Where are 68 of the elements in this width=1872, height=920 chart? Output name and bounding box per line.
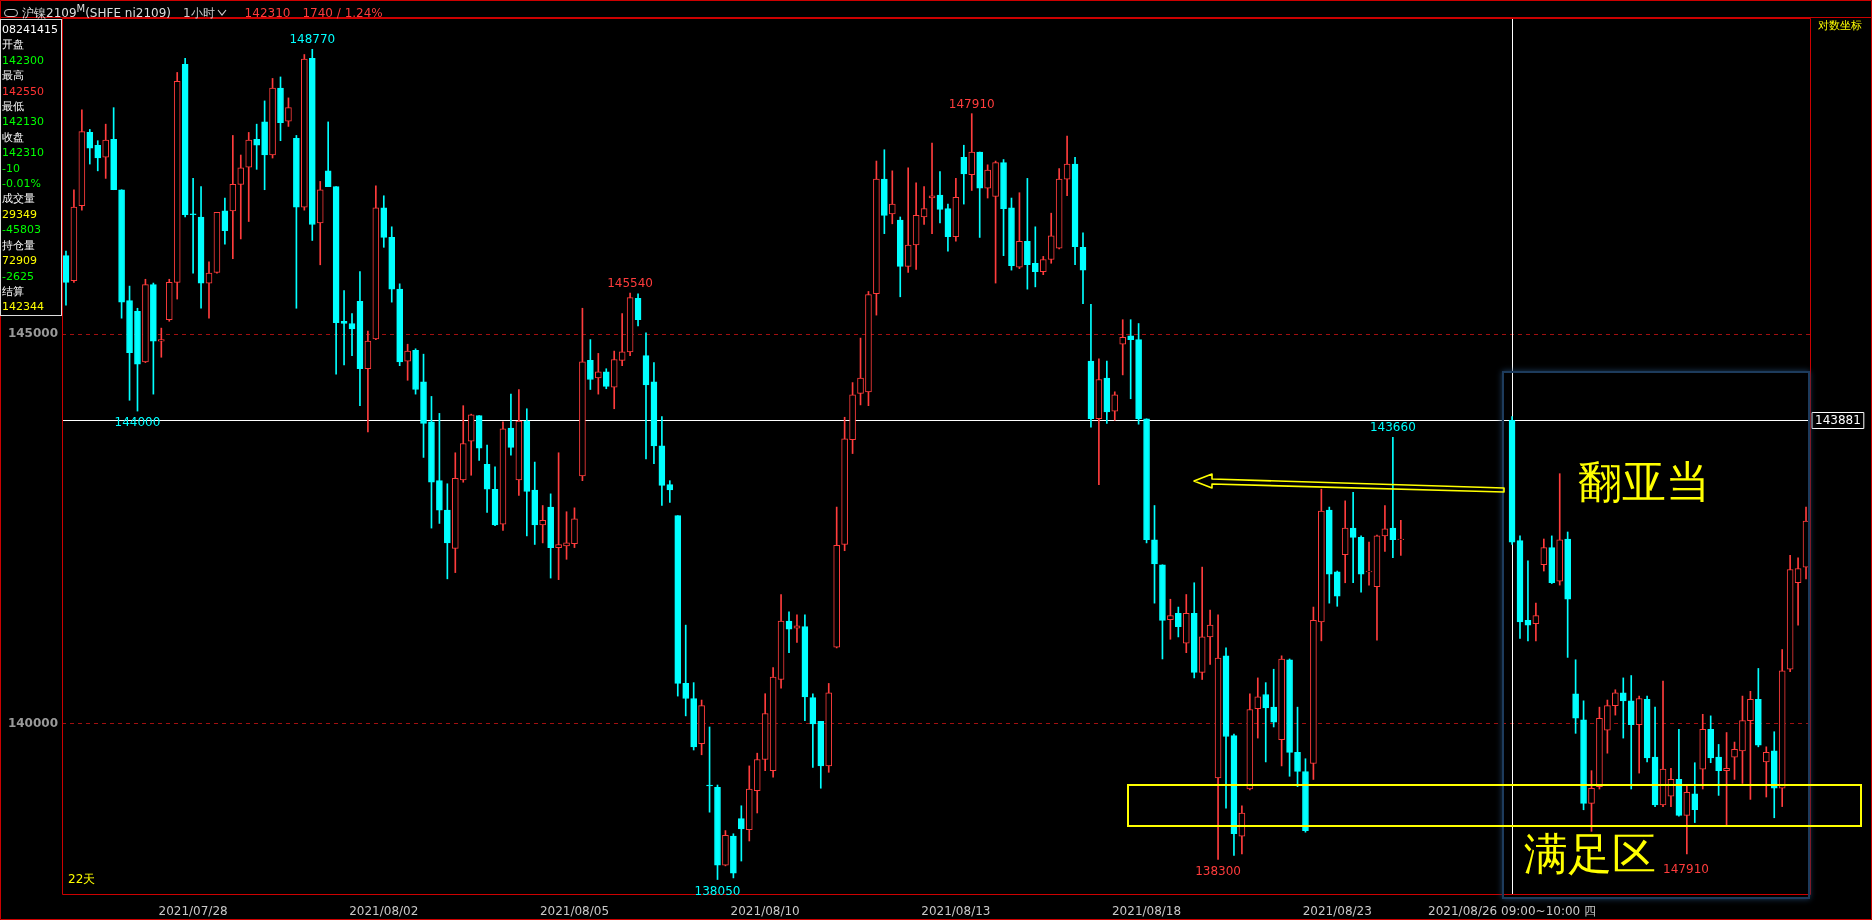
candlestick (157, 327, 165, 358)
text: 29349 (2, 206, 38, 223)
text: 最低 (2, 99, 25, 115)
candlestick (189, 178, 197, 274)
text: 142310 (2, 145, 45, 161)
y-tick-label: 140000 (7, 715, 58, 730)
candlestick (539, 505, 547, 544)
candlestick (1365, 541, 1373, 586)
annotation: 1740 / 1.24% (302, 6, 383, 20)
candlestick (594, 353, 602, 395)
text: 持仓量 (2, 237, 36, 254)
annotation: 142310 (244, 6, 291, 20)
candlestick (229, 135, 237, 260)
candlestick (904, 167, 912, 273)
candlestick (888, 170, 896, 225)
y-tick-label: 145000 (7, 326, 58, 341)
text: -2625 (2, 268, 35, 284)
text: 142130 (2, 114, 45, 130)
candlestick (1532, 602, 1540, 642)
candlestick (1627, 675, 1635, 790)
text: 最高 (2, 68, 25, 84)
text: 对数坐标 (1818, 18, 1862, 32)
x-tick-label: 2021/08/10 (730, 904, 800, 919)
text: 72909 (2, 253, 38, 269)
annotation: 满足区 (1524, 828, 1656, 880)
candlestick (1762, 746, 1770, 798)
annotation: 147910 (948, 96, 995, 111)
chart-title: 沪镍2109$^{M}$(SHFE ni2109) (22, 3, 171, 20)
text: -45803 (2, 222, 42, 238)
x-tick-label: 2021/07/28 (158, 904, 228, 919)
annotation: 143660 (1369, 420, 1416, 435)
annotation: 138050 (694, 883, 741, 898)
candlestick (324, 121, 332, 188)
candlestick (928, 142, 936, 234)
candlestick (1619, 677, 1627, 739)
text: 收盘 (2, 129, 25, 146)
x-tick-label: 2021/08/05 (539, 904, 610, 919)
annotation: 22天 (68, 872, 96, 887)
text: 142550 (2, 83, 45, 100)
x-tick-label: 2021/08/23 (1302, 904, 1372, 919)
text: 成交量 (2, 191, 36, 207)
x-tick-label: 2021/08/13 (921, 904, 991, 919)
candlestick (1119, 319, 1127, 376)
annotation: 145540 (607, 276, 654, 291)
annotation: 148770 (289, 32, 336, 47)
x-tick-label: 2021/08/02 (349, 904, 419, 919)
annotation: 147910 (1663, 862, 1709, 877)
candlestick (237, 154, 245, 240)
candlestick (666, 480, 674, 503)
candlestick (340, 290, 348, 366)
candlestick (1397, 519, 1405, 556)
text: 结算 (2, 283, 25, 300)
text: -0.01% (2, 176, 42, 192)
annotation: 翻亚当 (1578, 456, 1710, 508)
x-tick-label: 2021/08/26 09:00~10:00 四 (1428, 904, 1597, 919)
text: -10 (2, 160, 21, 177)
text: 08241415 (2, 22, 59, 38)
annotation: 138300 (1195, 863, 1241, 878)
candlestick (1262, 682, 1270, 763)
ref-line-label: 143881 (1815, 412, 1861, 427)
text: 142344 (2, 299, 45, 315)
candlestick (682, 624, 690, 717)
x-tick-label: 2021/08/18 (1111, 904, 1182, 919)
candlestick (1031, 226, 1039, 288)
text: 142300 (2, 52, 45, 69)
text: 开盘 (2, 37, 25, 53)
candlestick (1254, 677, 1262, 739)
chart-subtitle: 1小时 (182, 6, 215, 20)
